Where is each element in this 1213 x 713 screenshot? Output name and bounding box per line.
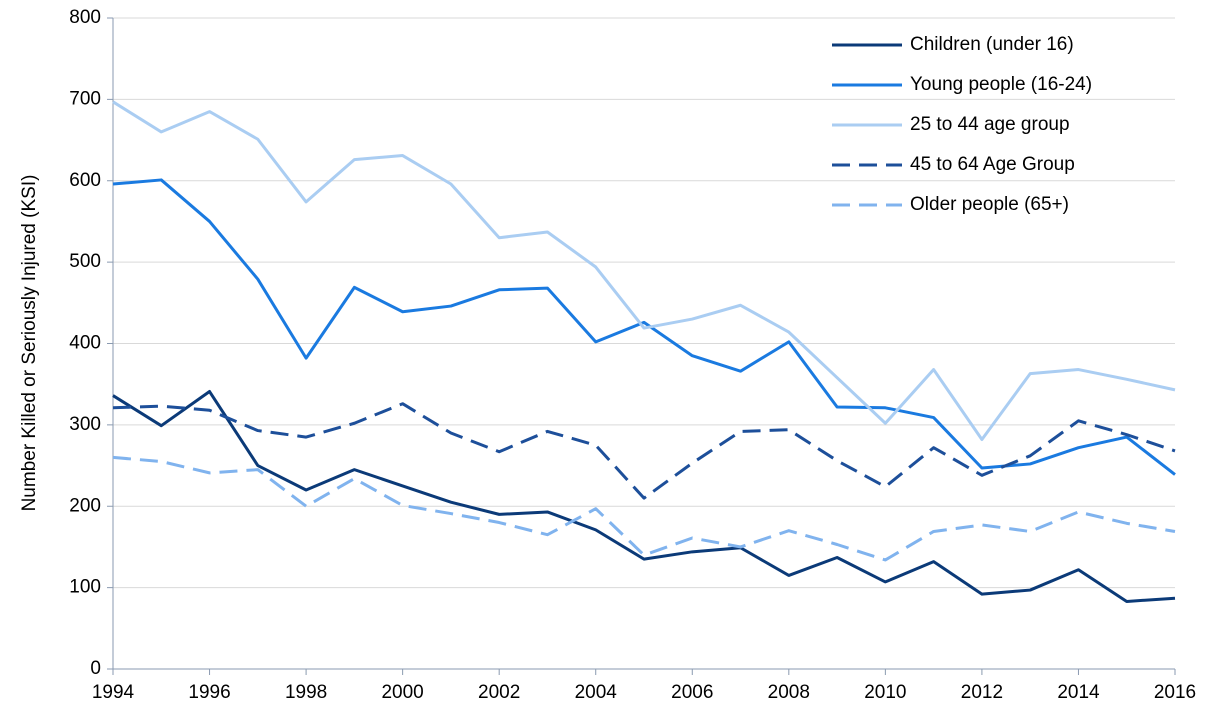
series-line [112, 390, 1176, 603]
series-line [112, 178, 1176, 476]
y-tick-label: 600 [69, 170, 101, 191]
y-tick-label: 400 [69, 333, 101, 354]
x-tick-label: 2006 [671, 682, 713, 703]
x-tick-label: 2012 [961, 682, 1003, 703]
y-tick-label: 300 [69, 414, 101, 435]
y-tick-label: 800 [69, 7, 101, 28]
x-tick-label: 1998 [285, 682, 327, 703]
series-line [112, 455, 1176, 562]
legend-label: 25 to 44 age group [910, 114, 1070, 135]
x-tick-label: 2016 [1154, 682, 1196, 703]
y-tick-label: 700 [69, 88, 101, 109]
y-tick-label: 200 [69, 495, 101, 516]
series-line [112, 100, 1176, 442]
y-tick-label: 0 [90, 658, 101, 679]
y-tick-label: 500 [69, 251, 101, 272]
legend-label: Young people (16-24) [910, 74, 1092, 95]
x-tick-label: 2010 [864, 682, 906, 703]
legend-label: 45 to 64 Age Group [910, 154, 1075, 175]
legend-label: Older people (65+) [910, 194, 1069, 215]
series-line [112, 402, 1176, 500]
x-tick-label: 2000 [381, 682, 423, 703]
x-tick-label: 2008 [768, 682, 810, 703]
x-tick-label: 2014 [1057, 682, 1100, 703]
y-axis-label: Number Killed or Seriously Injured (KSI) [19, 175, 40, 512]
x-tick-label: 2004 [575, 682, 618, 703]
x-tick-label: 2002 [478, 682, 520, 703]
x-tick-label: 1996 [188, 682, 230, 703]
legend-label: Children (under 16) [910, 34, 1074, 55]
y-tick-label: 100 [69, 577, 101, 598]
x-tick-label: 1994 [92, 682, 135, 703]
